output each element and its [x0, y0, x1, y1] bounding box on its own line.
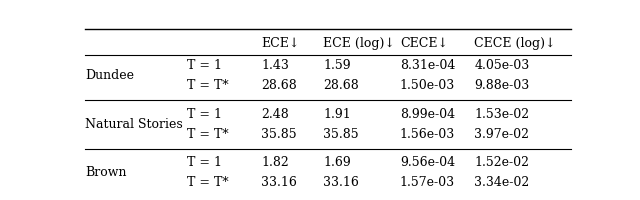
Text: 28.68: 28.68: [323, 79, 359, 92]
Text: T = 1: T = 1: [187, 59, 221, 72]
Text: 33.16: 33.16: [323, 176, 359, 189]
Text: T = 1: T = 1: [187, 156, 221, 169]
Text: CECE↓: CECE↓: [400, 37, 448, 50]
Text: ECE↓: ECE↓: [261, 37, 300, 50]
Text: T = T*: T = T*: [187, 79, 228, 92]
Text: 1.53e-02: 1.53e-02: [474, 108, 529, 121]
Text: T = 1: T = 1: [187, 108, 221, 121]
Text: 1.50e-03: 1.50e-03: [400, 79, 455, 92]
Text: 3.97e-02: 3.97e-02: [474, 128, 529, 141]
Text: 9.88e-03: 9.88e-03: [474, 79, 529, 92]
Text: CECE (log)↓: CECE (log)↓: [474, 37, 556, 50]
Text: 1.52e-02: 1.52e-02: [474, 156, 529, 169]
Text: 35.85: 35.85: [261, 128, 297, 141]
Text: 8.31e-04: 8.31e-04: [400, 59, 455, 72]
Text: 1.56e-03: 1.56e-03: [400, 128, 455, 141]
Text: 1.59: 1.59: [323, 59, 351, 72]
Text: T = T*: T = T*: [187, 176, 228, 189]
Text: Brown: Brown: [85, 166, 127, 179]
Text: 3.34e-02: 3.34e-02: [474, 176, 529, 189]
Text: 1.91: 1.91: [323, 108, 351, 121]
Text: 1.69: 1.69: [323, 156, 351, 169]
Text: Dundee: Dundee: [85, 69, 134, 82]
Text: 8.99e-04: 8.99e-04: [400, 108, 455, 121]
Text: 35.85: 35.85: [323, 128, 358, 141]
Text: 2.48: 2.48: [261, 108, 289, 121]
Text: T = T*: T = T*: [187, 128, 228, 141]
Text: 28.68: 28.68: [261, 79, 297, 92]
Text: 4.05e-03: 4.05e-03: [474, 59, 529, 72]
Text: Natural Stories: Natural Stories: [85, 118, 182, 131]
Text: 1.43: 1.43: [261, 59, 289, 72]
Text: 33.16: 33.16: [261, 176, 297, 189]
Text: 1.82: 1.82: [261, 156, 289, 169]
Text: 9.56e-04: 9.56e-04: [400, 156, 455, 169]
Text: ECE (log)↓: ECE (log)↓: [323, 37, 395, 50]
Text: 1.57e-03: 1.57e-03: [400, 176, 455, 189]
